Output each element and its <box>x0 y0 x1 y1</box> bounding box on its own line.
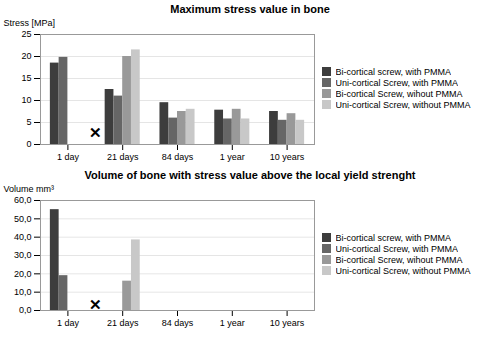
svg-text:10,0: 10,0 <box>14 287 32 297</box>
svg-text:21 days: 21 days <box>107 318 139 328</box>
svg-text:✕: ✕ <box>89 296 102 313</box>
html-text:Bi-cortical screw, with PMMA: Bi-cortical screw, with PMMA <box>335 66 451 77</box>
html-text:Bi-cortical Screw, wihout PMMA: Bi-cortical Screw, wihout PMMA <box>335 88 463 99</box>
svg-text:✕: ✕ <box>89 124 102 141</box>
html-text:Maximum stress value in bone: Maximum stress value in bone <box>170 3 330 15</box>
svg-text:25: 25 <box>21 29 31 39</box>
html-text:Volume of bone with stress val: Volume of bone with stress value above t… <box>84 169 416 181</box>
html-text:Uni-cortical Screw, with PMMA: Uni-cortical Screw, with PMMA <box>335 77 458 88</box>
svg-text:50,0: 50,0 <box>14 214 32 224</box>
svg-text:10: 10 <box>21 95 31 105</box>
html-text:Uni-cortical Screw, without PM: Uni-cortical Screw, without PMMA <box>335 265 471 276</box>
svg-text:1 year: 1 year <box>220 318 245 328</box>
html-text:Bi-cortical Screw, wihout PMMA: Bi-cortical Screw, wihout PMMA <box>335 254 463 265</box>
svg-text:21 days: 21 days <box>107 152 139 162</box>
svg-text:15: 15 <box>21 73 31 83</box>
svg-text:84 days: 84 days <box>162 152 194 162</box>
svg-text:30,0: 30,0 <box>14 250 32 260</box>
svg-text:0: 0 <box>26 139 31 149</box>
svg-text:10 years: 10 years <box>270 318 305 328</box>
svg-text:Stress [MPa]: Stress [MPa] <box>4 18 56 28</box>
svg-text:0,0: 0,0 <box>19 305 32 315</box>
svg-text:1 day: 1 day <box>57 152 80 162</box>
html-text:Uni-cortical Screw, with PMMA: Uni-cortical Screw, with PMMA <box>335 243 458 254</box>
svg-text:20,0: 20,0 <box>14 269 32 279</box>
svg-text:Volume mm³: Volume mm³ <box>4 184 55 194</box>
svg-text:40,0: 40,0 <box>14 232 32 242</box>
svg-text:1 day: 1 day <box>57 318 80 328</box>
svg-text:10 years: 10 years <box>270 152 305 162</box>
html-text:Bi-cortical screw, with PMMA: Bi-cortical screw, with PMMA <box>335 232 451 243</box>
svg-text:1 year: 1 year <box>220 152 245 162</box>
html-text:Uni-cortical Screw, without PM: Uni-cortical Screw, without PMMA <box>335 99 471 110</box>
svg-text:60,0: 60,0 <box>14 195 32 205</box>
svg-text:5: 5 <box>26 117 31 127</box>
svg-text:84 days: 84 days <box>162 318 194 328</box>
svg-text:20: 20 <box>21 51 31 61</box>
